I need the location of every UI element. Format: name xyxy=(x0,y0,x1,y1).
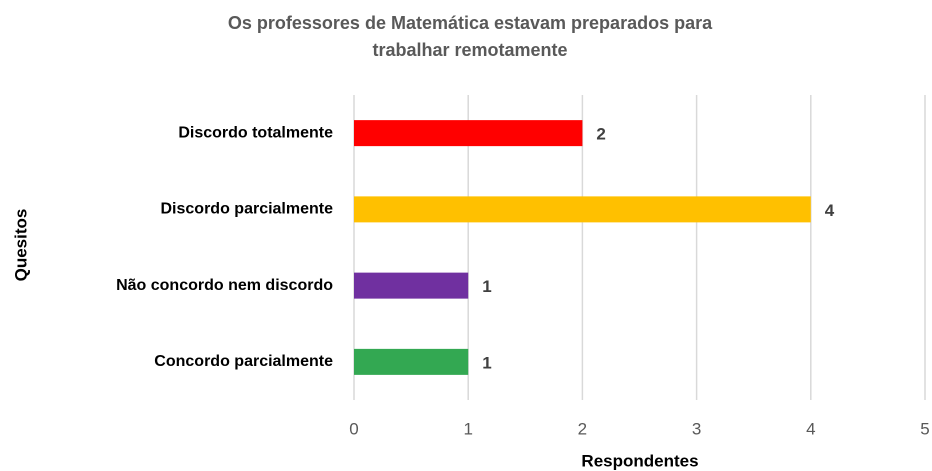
bar xyxy=(354,348,469,375)
x-tick-label: 2 xyxy=(578,419,587,438)
x-tick-label: 5 xyxy=(920,419,929,438)
x-tick-label: 1 xyxy=(463,419,472,438)
y-tick-label: Discordo totalmente xyxy=(178,124,333,141)
y-tick-label: Não concordo nem discordo xyxy=(116,277,333,294)
y-tick-label: Discordo parcialmente xyxy=(161,201,334,218)
x-axis-label: Respondentes xyxy=(581,451,698,470)
data-label: 2 xyxy=(596,125,605,144)
x-tick-label: 4 xyxy=(806,419,815,438)
bar xyxy=(354,196,811,223)
x-tick-label: 0 xyxy=(349,419,358,438)
chart-title: Os professores de Matemática estavam pre… xyxy=(227,13,713,60)
bar xyxy=(354,120,583,147)
data-label: 1 xyxy=(482,277,491,296)
y-tick-label: Concordo parcialmente xyxy=(154,353,333,370)
y-axis-label: Quesitos xyxy=(11,209,30,282)
bar xyxy=(354,272,469,299)
data-label: 4 xyxy=(825,201,835,220)
x-tick-label: 3 xyxy=(692,419,701,438)
data-label: 1 xyxy=(482,353,491,372)
